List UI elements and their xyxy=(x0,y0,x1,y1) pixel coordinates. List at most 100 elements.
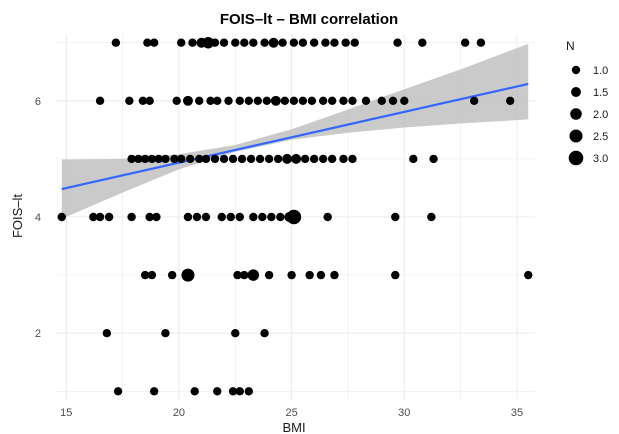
data-point xyxy=(318,96,328,106)
data-point xyxy=(140,154,150,164)
data-point xyxy=(427,212,436,222)
data-point xyxy=(287,270,296,280)
data-point xyxy=(264,154,274,164)
data-point xyxy=(202,36,214,49)
data-point xyxy=(217,212,226,222)
data-point xyxy=(270,95,281,106)
legend-key xyxy=(569,129,583,143)
data-point xyxy=(176,38,186,47)
confidence-band-area xyxy=(61,43,529,219)
data-point xyxy=(181,268,195,282)
data-point xyxy=(506,96,515,106)
data-point xyxy=(255,154,265,164)
regression-line xyxy=(61,82,529,191)
data-point xyxy=(267,212,276,222)
data-point xyxy=(219,38,229,47)
data-point xyxy=(167,270,177,280)
data-point xyxy=(188,38,197,47)
data-point xyxy=(350,38,359,47)
data-point xyxy=(348,96,357,106)
data-point xyxy=(273,154,283,164)
data-point xyxy=(327,154,337,164)
data-point xyxy=(192,212,202,222)
x-tick-label: 20 xyxy=(173,407,185,419)
data-point xyxy=(298,96,308,106)
data-point xyxy=(400,96,409,106)
data-point xyxy=(231,38,240,47)
data-point xyxy=(240,270,249,280)
data-point xyxy=(258,212,267,222)
data-point xyxy=(391,270,400,280)
data-point xyxy=(361,96,371,106)
data-point xyxy=(104,212,114,222)
data-point xyxy=(260,328,269,338)
data-point xyxy=(246,154,256,164)
data-point xyxy=(152,212,161,222)
data-point xyxy=(138,96,148,106)
data-point xyxy=(339,154,348,164)
data-point xyxy=(289,96,299,106)
confidence-band xyxy=(61,43,529,219)
data-point xyxy=(201,154,211,164)
data-point xyxy=(183,212,193,222)
data-point xyxy=(316,270,326,280)
data-point xyxy=(95,212,105,222)
data-point xyxy=(318,154,328,164)
data-point xyxy=(228,387,238,396)
legend-label: 2.5 xyxy=(593,131,608,143)
data-point xyxy=(237,154,247,164)
x-tick-label: 30 xyxy=(398,407,410,419)
data-point xyxy=(305,270,314,280)
data-point xyxy=(289,38,299,47)
data-point xyxy=(134,154,143,164)
data-point xyxy=(127,212,136,222)
data-point xyxy=(149,38,159,47)
data-point xyxy=(309,38,319,47)
y-tick-label: 2 xyxy=(35,328,41,340)
y-tick-label: 6 xyxy=(35,96,41,108)
data-point xyxy=(228,154,238,164)
data-point xyxy=(206,96,215,106)
data-point xyxy=(418,38,427,47)
legend-label: 1.5 xyxy=(593,87,608,99)
x-tick-label: 35 xyxy=(511,407,523,419)
chart-title: FOIS–lt – BMI correlation xyxy=(220,11,398,28)
data-point xyxy=(182,95,193,106)
data-point xyxy=(244,387,254,396)
data-point xyxy=(291,153,302,164)
data-point xyxy=(143,38,152,47)
data-point xyxy=(286,209,302,225)
data-point xyxy=(113,387,123,396)
data-point xyxy=(210,38,220,47)
data-point xyxy=(149,387,159,396)
data-point xyxy=(330,38,339,47)
data-point xyxy=(111,38,121,47)
legend-title: N xyxy=(566,39,575,53)
data-point xyxy=(195,96,204,106)
data-point xyxy=(213,387,222,396)
data-point xyxy=(282,153,293,164)
data-point xyxy=(300,154,310,164)
data-point xyxy=(195,154,204,164)
data-point xyxy=(176,154,186,164)
legend-key xyxy=(571,87,581,97)
data-point xyxy=(262,96,272,106)
legend-label: 1.0 xyxy=(593,65,608,77)
data-point xyxy=(309,154,319,164)
data-point xyxy=(147,270,157,280)
data-point xyxy=(140,270,150,280)
data-point xyxy=(391,212,400,222)
data-point xyxy=(249,38,258,47)
x-tick-labels: 15 20 25 30 35 xyxy=(60,407,523,419)
data-point xyxy=(186,154,195,164)
data-point xyxy=(476,38,486,47)
legend-key xyxy=(570,108,582,120)
data-point xyxy=(235,96,244,106)
data-point xyxy=(460,38,470,47)
data-point xyxy=(323,212,332,222)
y-axis-label: FOIS–lt xyxy=(10,194,25,238)
regression-line-path xyxy=(61,82,529,191)
x-tick-label: 25 xyxy=(285,407,297,419)
x-axis-label: BMI xyxy=(282,420,305,434)
